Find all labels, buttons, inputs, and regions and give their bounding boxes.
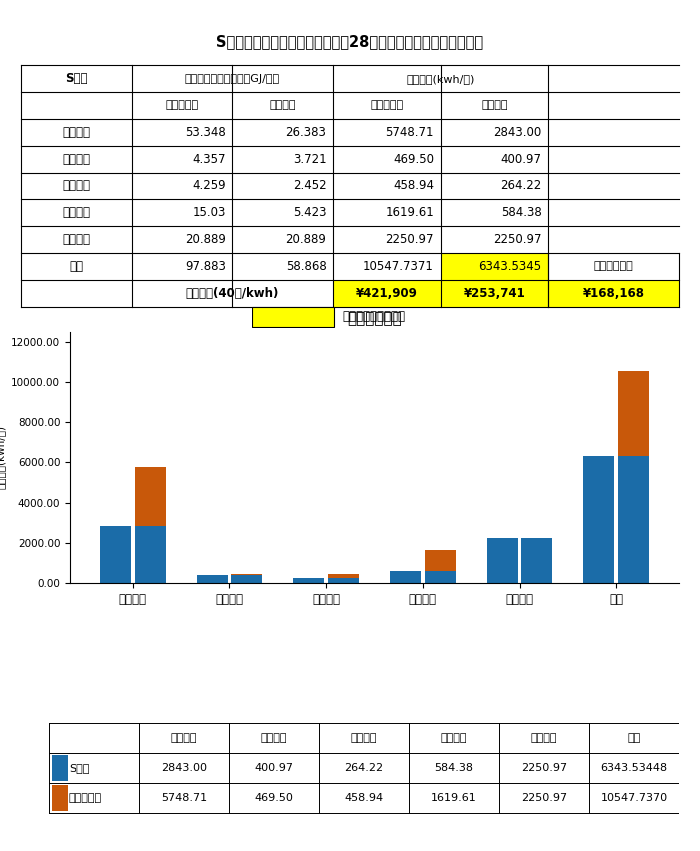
Text: 消費電力(kwh/年): 消費電力(kwh/年) bbox=[407, 74, 475, 83]
Bar bbox=[197, 575, 228, 583]
Bar bbox=[52, 756, 69, 781]
Text: 20.889: 20.889 bbox=[286, 233, 326, 246]
Text: 2843.00: 2843.00 bbox=[494, 126, 542, 139]
Text: 合計: 合計 bbox=[69, 260, 83, 273]
Bar bbox=[232, 575, 262, 583]
Text: 469.50: 469.50 bbox=[255, 793, 293, 802]
Text: 4.259: 4.259 bbox=[192, 180, 225, 192]
Text: 冷房設備: 冷房設備 bbox=[260, 734, 287, 743]
Bar bbox=[328, 574, 359, 578]
Text: 264.22: 264.22 bbox=[344, 763, 384, 773]
Text: S様邸の高性能住宅における平成28年省エネ基準との光熱費比較: S様邸の高性能住宅における平成28年省エネ基準との光熱費比較 bbox=[216, 34, 484, 49]
Text: 照明設備: 照明設備 bbox=[62, 206, 90, 220]
Bar bbox=[425, 571, 456, 583]
Text: ¥253,741: ¥253,741 bbox=[463, 287, 526, 300]
Text: 58.868: 58.868 bbox=[286, 260, 326, 273]
Text: 26.383: 26.383 bbox=[286, 126, 326, 139]
Text: 消費一次エネルギー（GJ/年）: 消費一次エネルギー（GJ/年） bbox=[185, 74, 280, 83]
Text: 給湯設備: 給湯設備 bbox=[62, 233, 90, 246]
Text: S様邸: S様邸 bbox=[69, 763, 89, 773]
Text: 264.22: 264.22 bbox=[500, 180, 542, 192]
Bar bbox=[390, 571, 421, 583]
Text: 5.423: 5.423 bbox=[293, 206, 326, 220]
Text: 3.721: 3.721 bbox=[293, 152, 326, 166]
Text: 該当設計: 該当設計 bbox=[270, 100, 296, 111]
Bar bbox=[583, 455, 614, 583]
Text: 97.883: 97.883 bbox=[185, 260, 225, 273]
Text: 400.97: 400.97 bbox=[255, 763, 293, 773]
Y-axis label: 消費電力(kwh/年): 消費電力(kwh/年) bbox=[0, 426, 6, 489]
Text: 省エネ基準: 省エネ基準 bbox=[165, 100, 199, 111]
Text: 照明設備: 照明設備 bbox=[441, 734, 467, 743]
Bar bbox=[618, 455, 649, 583]
Text: 冷房設備: 冷房設備 bbox=[62, 152, 90, 166]
Text: 2250.97: 2250.97 bbox=[521, 793, 567, 802]
Title: 消費電力比較: 消費電力比較 bbox=[347, 311, 402, 327]
Text: 4.357: 4.357 bbox=[193, 152, 225, 166]
Text: 暖房設備: 暖房設備 bbox=[62, 126, 90, 139]
Bar bbox=[522, 538, 552, 583]
Text: 584.38: 584.38 bbox=[435, 763, 473, 773]
Text: 5748.71: 5748.71 bbox=[386, 126, 434, 139]
Text: 2843.00: 2843.00 bbox=[161, 763, 207, 773]
Text: 6343.53448: 6343.53448 bbox=[601, 763, 668, 773]
Bar bbox=[252, 307, 335, 327]
Text: 15.03: 15.03 bbox=[193, 206, 225, 220]
Bar bbox=[52, 785, 69, 810]
Text: 合計: 合計 bbox=[627, 734, 640, 743]
Text: 2250.97: 2250.97 bbox=[521, 763, 567, 773]
Bar bbox=[425, 551, 456, 571]
Text: 1619.61: 1619.61 bbox=[431, 793, 477, 802]
Text: 53.348: 53.348 bbox=[185, 126, 225, 139]
Bar bbox=[548, 280, 679, 306]
Text: 2250.97: 2250.97 bbox=[493, 233, 542, 246]
Text: 該当設計: 該当設計 bbox=[481, 100, 508, 111]
Bar bbox=[333, 280, 441, 306]
Text: 省エネ基準: 省エネ基準 bbox=[370, 100, 403, 111]
Text: 省エネ基準: 省エネ基準 bbox=[69, 793, 102, 802]
Text: 458.94: 458.94 bbox=[393, 180, 434, 192]
Text: 換気設備: 換気設備 bbox=[62, 180, 90, 192]
Text: 400.97: 400.97 bbox=[500, 152, 542, 166]
Text: 469.50: 469.50 bbox=[393, 152, 434, 166]
Text: 2250.97: 2250.97 bbox=[386, 233, 434, 246]
Bar bbox=[618, 371, 649, 455]
Bar bbox=[135, 526, 166, 583]
Bar bbox=[135, 467, 166, 526]
Text: 6343.5345: 6343.5345 bbox=[478, 260, 542, 273]
Text: 電気料金(40円/kwh): 電気料金(40円/kwh) bbox=[186, 287, 279, 300]
Text: 10547.7370: 10547.7370 bbox=[601, 793, 668, 802]
Text: 給湯設備: 給湯設備 bbox=[531, 734, 557, 743]
Bar bbox=[293, 578, 324, 583]
Text: 458.94: 458.94 bbox=[344, 793, 384, 802]
Bar bbox=[100, 526, 131, 583]
Text: 20.889: 20.889 bbox=[185, 233, 225, 246]
Bar bbox=[441, 253, 548, 280]
Text: 換気設備: 換気設備 bbox=[351, 734, 377, 743]
Text: 太陽光発電にて補填: 太陽光発電にて補填 bbox=[342, 311, 405, 323]
Bar bbox=[232, 574, 262, 575]
Text: 1619.61: 1619.61 bbox=[385, 206, 434, 220]
Text: 10547.7371: 10547.7371 bbox=[363, 260, 434, 273]
Text: ¥168,168: ¥168,168 bbox=[583, 287, 645, 300]
Text: 5748.71: 5748.71 bbox=[161, 793, 207, 802]
Bar bbox=[486, 538, 517, 583]
Text: 光熱費削減額: 光熱費削減額 bbox=[594, 261, 634, 271]
Text: 2.452: 2.452 bbox=[293, 180, 326, 192]
Text: 暖房設備: 暖房設備 bbox=[171, 734, 197, 743]
Text: ¥421,909: ¥421,909 bbox=[356, 287, 418, 300]
Text: 584.38: 584.38 bbox=[500, 206, 542, 220]
Bar bbox=[328, 578, 359, 583]
Bar bbox=[441, 280, 548, 306]
Text: S様邸: S様邸 bbox=[65, 72, 88, 85]
